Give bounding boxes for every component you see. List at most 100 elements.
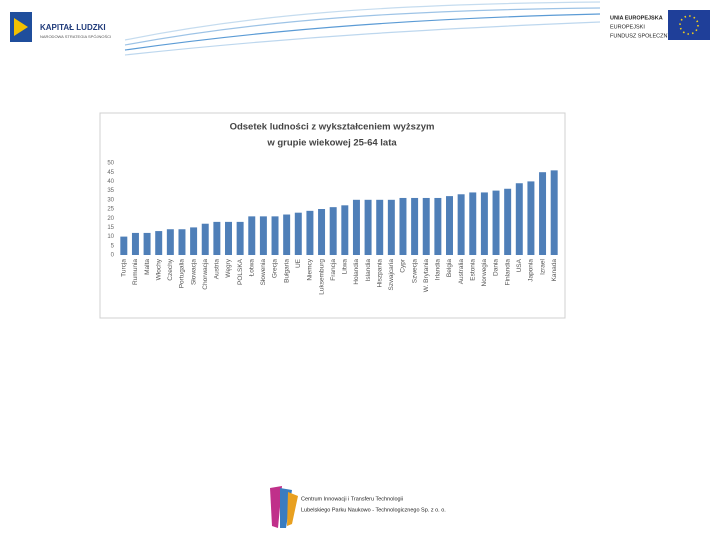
bar (329, 207, 337, 255)
logo-title: KAPITAŁ LUDZKI (40, 23, 106, 32)
y-tick-label: 45 (107, 170, 114, 176)
bar (527, 181, 535, 255)
bar (294, 212, 302, 255)
right-logo: UNIA EUROPEJSKA EUROPEJSKI FUNDUSZ SPOŁE… (610, 10, 710, 40)
bar (120, 236, 128, 255)
x-tick-label: Bułgaria (283, 259, 290, 283)
x-tick-label: Kanada (551, 259, 558, 282)
x-tick-label: Holandia (353, 259, 360, 285)
bar (213, 221, 221, 255)
footer-text: Lubelskiego Parku Naukowo - Technologicz… (301, 507, 446, 513)
y-tick-label: 25 (107, 207, 114, 213)
x-tick-label: Malta (144, 259, 151, 275)
y-tick-label: 40 (107, 179, 114, 185)
bar (341, 205, 349, 255)
footer-text: Centrum Innowacji i Transferu Technologi… (301, 496, 403, 502)
bar (259, 216, 267, 255)
x-tick-label: Estonia (469, 259, 476, 281)
bar (201, 223, 209, 255)
bar (504, 188, 512, 255)
footer-icon (287, 492, 298, 526)
logo-subtitle: NARODOWA STRATEGIA SPÓJNOŚCI (40, 34, 111, 39)
bar (457, 194, 465, 255)
plot: 0 5 10 15 20 25 30 35 40 45 50 Turcja Rumunia Malta Wł… (107, 161, 558, 295)
chart-title: Odsetek ludności z wykształceniem wyższy… (230, 122, 435, 133)
y-tick-label: 35 (107, 188, 114, 194)
y-tick-label: 50 (107, 161, 114, 167)
x-tick-label: Włochy (155, 258, 162, 280)
x-tick-label: Japonia (528, 259, 535, 282)
y-tick-label: 20 (107, 216, 114, 222)
bar (364, 199, 372, 255)
eu-flag (668, 10, 710, 40)
x-tick-label: Islandia (365, 259, 372, 282)
bar (166, 229, 174, 255)
x-tick-label: Francja (330, 259, 337, 281)
bar (190, 227, 198, 255)
y-tick-label: 5 (111, 243, 115, 249)
bar (469, 192, 477, 255)
bar (550, 170, 558, 255)
bar (422, 197, 430, 255)
bar (178, 229, 186, 255)
x-tick-label: Węgry (225, 258, 232, 278)
x-tick-label: Austria (214, 259, 221, 280)
x-tick-label: Turcja (121, 259, 128, 277)
x-tick-label: Portugalia (179, 259, 186, 289)
x-tick-label: Czechy (167, 258, 174, 280)
bar (131, 232, 139, 255)
left-logo: KAPITAŁ LUDZKI NARODOWA STRATEGIA SPÓJNO… (10, 12, 111, 42)
bar (318, 209, 326, 255)
bar (411, 197, 419, 255)
x-tick-label: Chorwacja (202, 259, 209, 290)
x-tick-label: W. Brytania (423, 259, 430, 293)
x-tick-label: Grecja (272, 259, 279, 279)
y-tick-label: 10 (107, 234, 114, 240)
x-tick-label: POLSKA (237, 258, 244, 285)
x-tick-label: Cypr (400, 258, 407, 273)
x-tick-label: Słowacja (190, 259, 197, 285)
x-tick-label: Hiszpania (376, 259, 383, 288)
x-tick-label: Łotwa (248, 259, 255, 277)
bar (399, 197, 407, 255)
x-tick-label: Szwajcaria (388, 259, 395, 291)
bar (539, 172, 547, 255)
bar (225, 221, 232, 255)
eu-text: UNIA EUROPEJSKA (610, 15, 663, 21)
x-tick-label: Słowenia (260, 259, 267, 286)
y-tick-label: 0 (111, 253, 115, 259)
bar (515, 183, 523, 255)
bar (155, 231, 163, 255)
x-tick-label: Izrael (539, 258, 546, 274)
header-decoration (124, 1, 601, 56)
logo-star (14, 18, 28, 36)
x-tick-label: Belgia (446, 259, 453, 277)
footer-icon (270, 486, 282, 528)
x-tick-label: Finlandia (504, 259, 511, 286)
footer-logo: Centrum Innowacji i Transferu Technologi… (270, 486, 446, 528)
bar (492, 190, 500, 255)
bar (306, 210, 314, 255)
bar (143, 232, 151, 255)
x-tick-label: Irlandia (435, 259, 442, 281)
bar (376, 199, 384, 255)
eu-text: FUNDUSZ SPOŁECZNY (610, 33, 671, 39)
bar (236, 221, 244, 255)
x-tick-label: Norwegia (481, 259, 488, 287)
bar (271, 216, 279, 255)
eu-text: EUROPEJSKI (610, 24, 645, 30)
y-tick-label: 15 (107, 225, 114, 231)
y-tick-label: 30 (107, 197, 114, 203)
x-tick-label: Szwecja (411, 259, 418, 284)
bar (352, 199, 360, 255)
x-tick-label: Niemcy (307, 258, 314, 280)
x-tick-label: USA (516, 258, 523, 272)
eu-stars (679, 15, 699, 35)
bar (446, 196, 453, 255)
x-tick-label: Rumunia (132, 259, 139, 285)
x-tick-label: Dania (493, 259, 500, 276)
bar (387, 199, 395, 255)
x-tick-label: Luksemburg (318, 259, 325, 295)
